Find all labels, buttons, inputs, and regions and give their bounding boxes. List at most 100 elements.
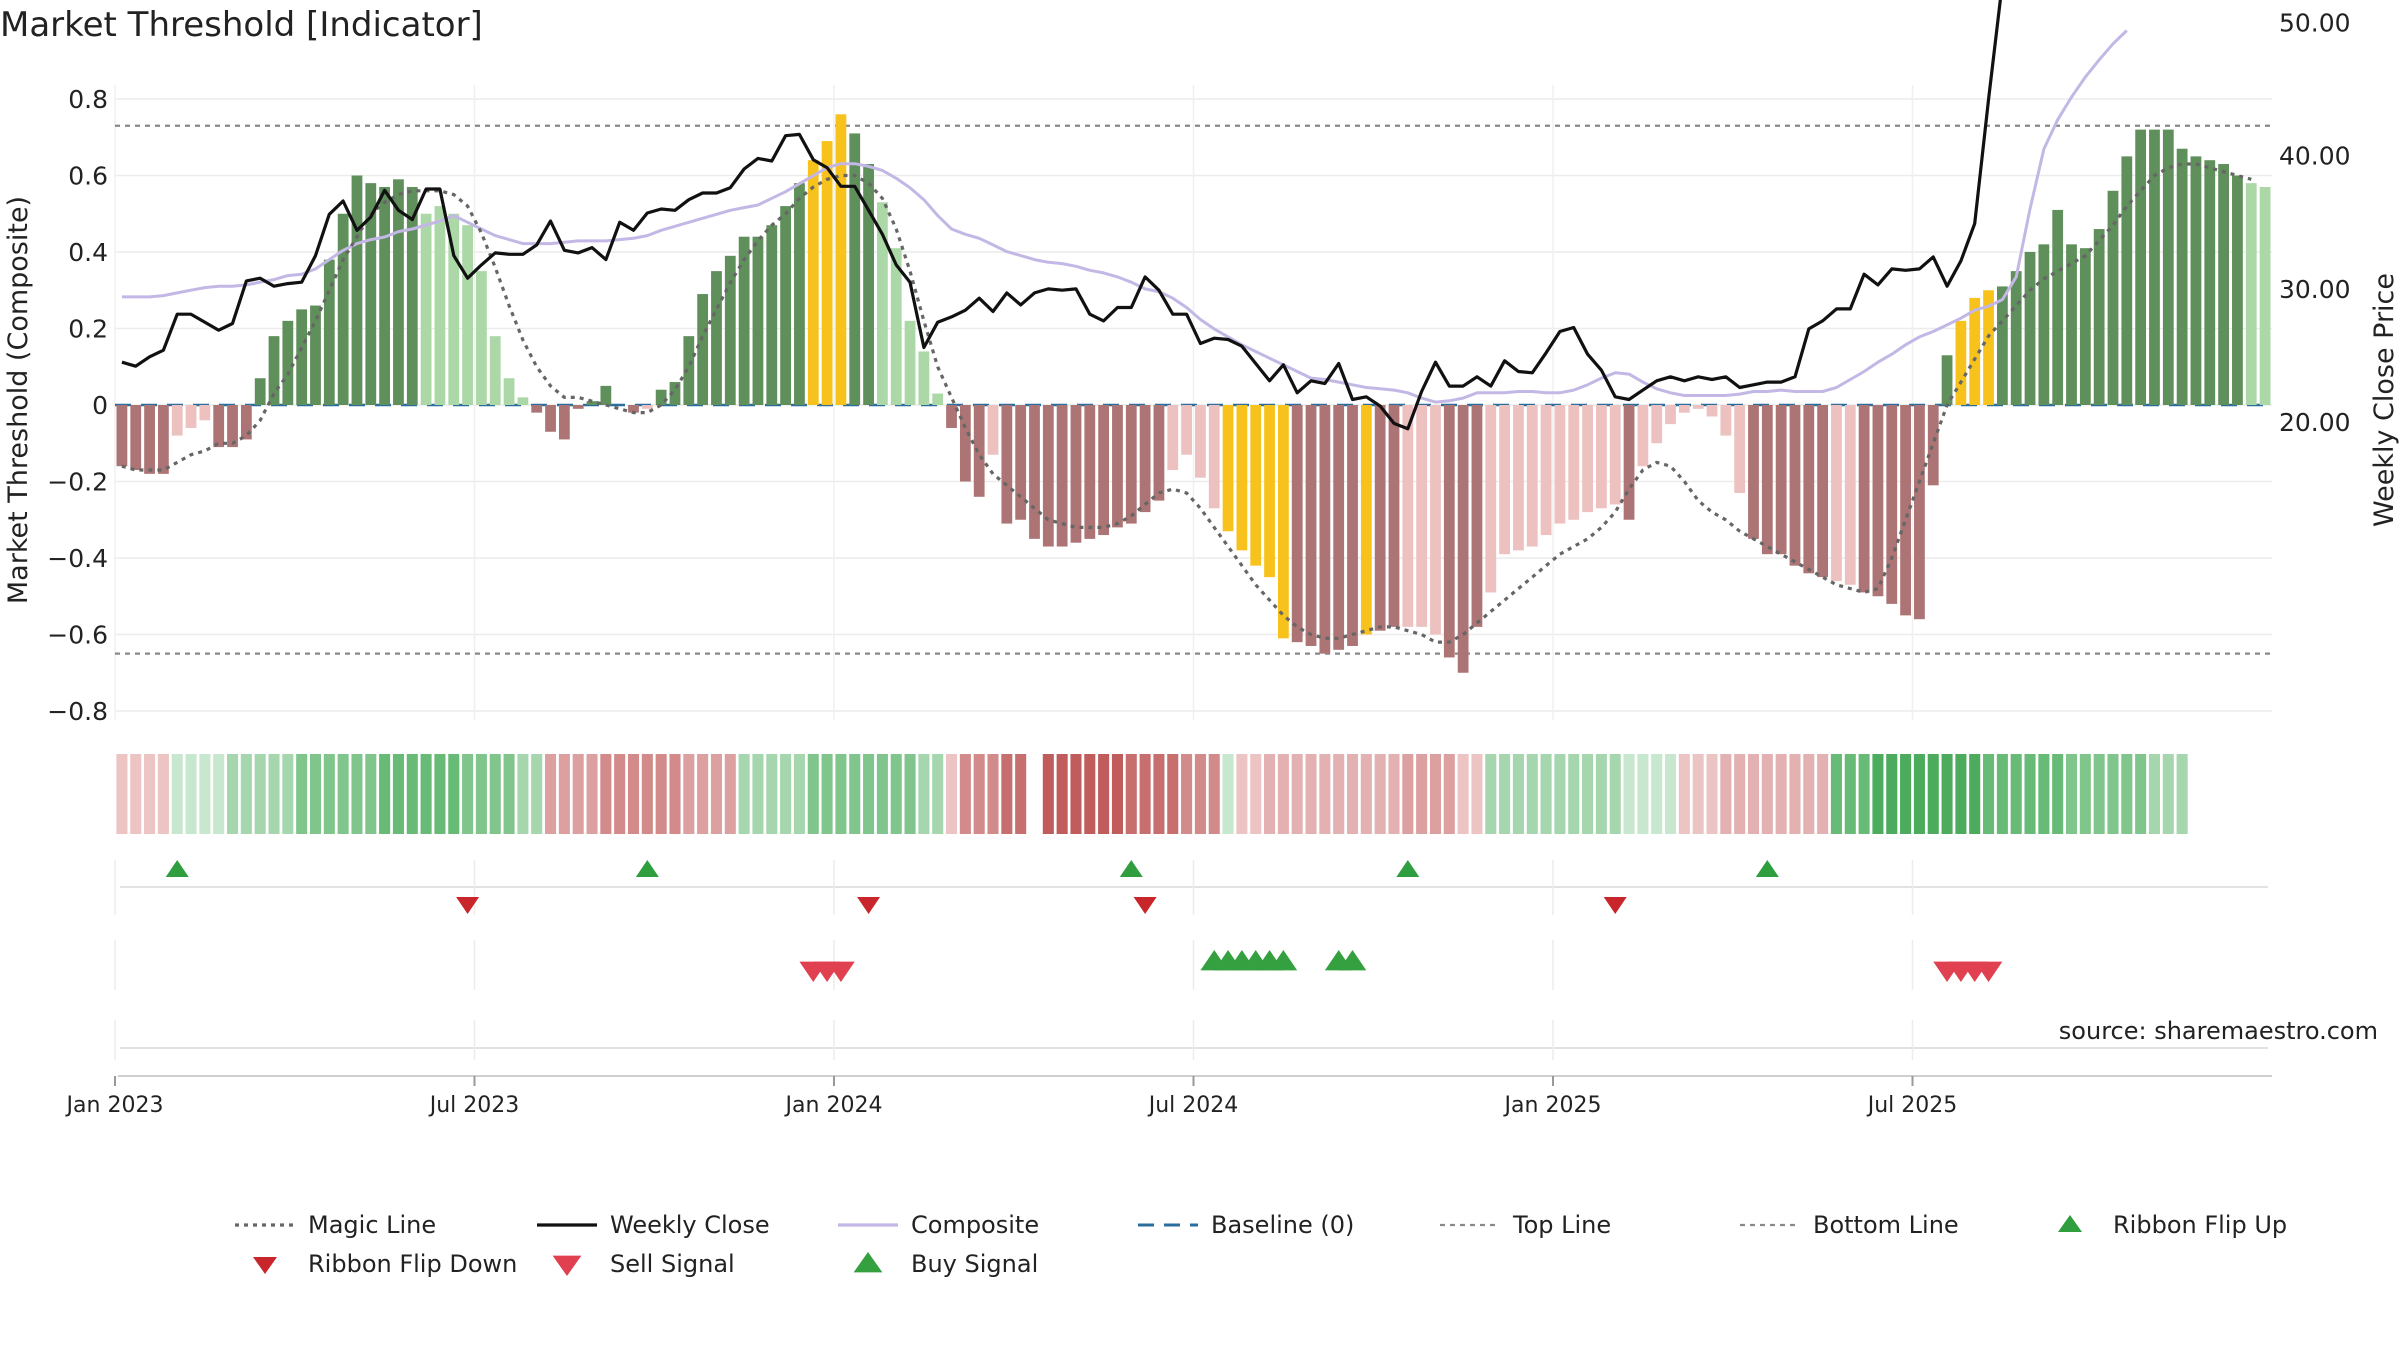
ribbon-cell — [1333, 754, 1345, 834]
legend-flip-down-icon — [253, 1257, 277, 1274]
ribbon-cell — [1194, 754, 1206, 834]
ribbon-cell — [780, 754, 792, 834]
ribbon-cell — [1941, 754, 1953, 834]
ribbon-cell — [406, 754, 418, 834]
composite-bar — [2121, 156, 2133, 405]
ribbon-cell — [1346, 754, 1359, 834]
composite-bar — [1125, 405, 1137, 524]
composite-bar — [1264, 405, 1275, 578]
y-tick-left: 0.4 — [68, 238, 108, 267]
ribbon-cell — [724, 754, 736, 834]
composite-bar — [669, 382, 681, 405]
ribbon-cell — [959, 754, 971, 834]
composite-bar — [158, 405, 169, 474]
ribbon-cell — [1250, 754, 1262, 834]
composite-bar — [1402, 405, 1414, 627]
composite-bar — [296, 309, 308, 405]
composite-bar — [1277, 405, 1289, 639]
ribbon-cell — [1789, 754, 1801, 834]
composite-bar — [655, 389, 667, 405]
composite-bar — [1112, 405, 1123, 528]
composite-bar — [489, 336, 501, 405]
legend-label: Top Line — [1512, 1211, 1611, 1239]
composite-bar — [1015, 405, 1027, 520]
composite-bar — [240, 405, 252, 440]
composite-bar — [987, 405, 999, 455]
composite-bar — [254, 378, 266, 405]
ribbon-cell — [1554, 754, 1566, 834]
ribbon-cell — [821, 754, 833, 834]
legend-buy-icon — [853, 1252, 883, 1273]
ribbon-cell — [517, 754, 529, 834]
composite-bar — [1914, 405, 1925, 620]
ribbon-cell — [1637, 754, 1649, 834]
ribbon-cell — [766, 754, 778, 834]
composite-bar — [462, 225, 473, 405]
composite-bar — [1554, 405, 1566, 524]
ribbon-cell — [448, 754, 460, 834]
composite-bar — [1817, 405, 1829, 578]
composite-bar — [766, 225, 778, 405]
magic-line — [121, 162, 2252, 644]
ribbon-cell — [282, 754, 294, 834]
legend-item: Top Line — [1440, 1211, 1611, 1239]
composite-bar — [1056, 405, 1068, 547]
ribbon-cell — [1872, 754, 1884, 834]
composite-bar — [1872, 405, 1884, 597]
x-tick-label: Jan 2023 — [65, 1093, 164, 1118]
ribbon-cell — [2176, 754, 2188, 834]
composite-bar — [2107, 190, 2119, 405]
composite-bar — [1858, 405, 1870, 593]
ribbon-cell — [116, 754, 128, 834]
ribbon-cell — [1595, 754, 1607, 834]
ribbon-cell — [420, 754, 432, 834]
ribbon-cell — [1747, 754, 1760, 834]
ribbon-cell — [2052, 754, 2064, 834]
legend-item: Sell Signal — [552, 1250, 735, 1278]
ribbon-cell — [2148, 754, 2161, 834]
ribbon-cell — [1568, 754, 1580, 834]
ribbon-cell — [1236, 754, 1248, 834]
ribbon-cell — [531, 754, 543, 834]
composite-bar — [1305, 405, 1317, 646]
chart-title: Market Threshold [Indicator] — [0, 5, 483, 45]
y-tick-right: 50.00 — [2279, 9, 2351, 38]
ribbon-cell — [2107, 754, 2119, 834]
composite-bar — [2245, 183, 2257, 405]
composite-bar — [2162, 129, 2174, 405]
ribbon-cell — [1485, 754, 1497, 834]
ribbon-cell — [1139, 754, 1151, 834]
ribbon-flip-down-marker — [456, 897, 480, 914]
composite-bar — [310, 305, 321, 405]
ribbon-cell — [641, 754, 653, 834]
legend: Magic Line Weekly Close Composite Baseline … — [235, 1211, 2287, 1278]
composite-bar — [683, 336, 695, 405]
ribbon-cell — [475, 754, 487, 834]
composite-bar — [1748, 405, 1759, 539]
trend-ribbon — [116, 754, 2188, 834]
composite-bar — [1042, 405, 1054, 547]
composite-bar — [946, 405, 957, 428]
composite-bar — [116, 405, 128, 467]
composite-bar — [1665, 405, 1676, 425]
ribbon-cell — [1402, 754, 1414, 834]
ribbon-cell — [213, 754, 225, 834]
composite-bar — [365, 183, 377, 405]
composite-bar — [1526, 405, 1538, 547]
ribbon-cell — [1664, 754, 1677, 834]
composite-bar — [918, 351, 930, 405]
ribbon-flip-up-marker — [635, 860, 659, 877]
ribbon-cell — [1512, 754, 1524, 834]
composite-bar — [185, 405, 197, 428]
composite-bar — [2010, 271, 2022, 405]
ribbon-cell — [1388, 754, 1400, 834]
composite-bar — [379, 186, 391, 405]
ribbon-cell — [697, 754, 709, 834]
composite-bar — [863, 164, 874, 405]
y-tick-left: 0 — [92, 391, 108, 420]
composite-bar — [2190, 156, 2202, 405]
composite-bar — [1084, 405, 1096, 539]
ribbon-cell — [144, 754, 156, 834]
composite-bar — [1969, 297, 1981, 405]
